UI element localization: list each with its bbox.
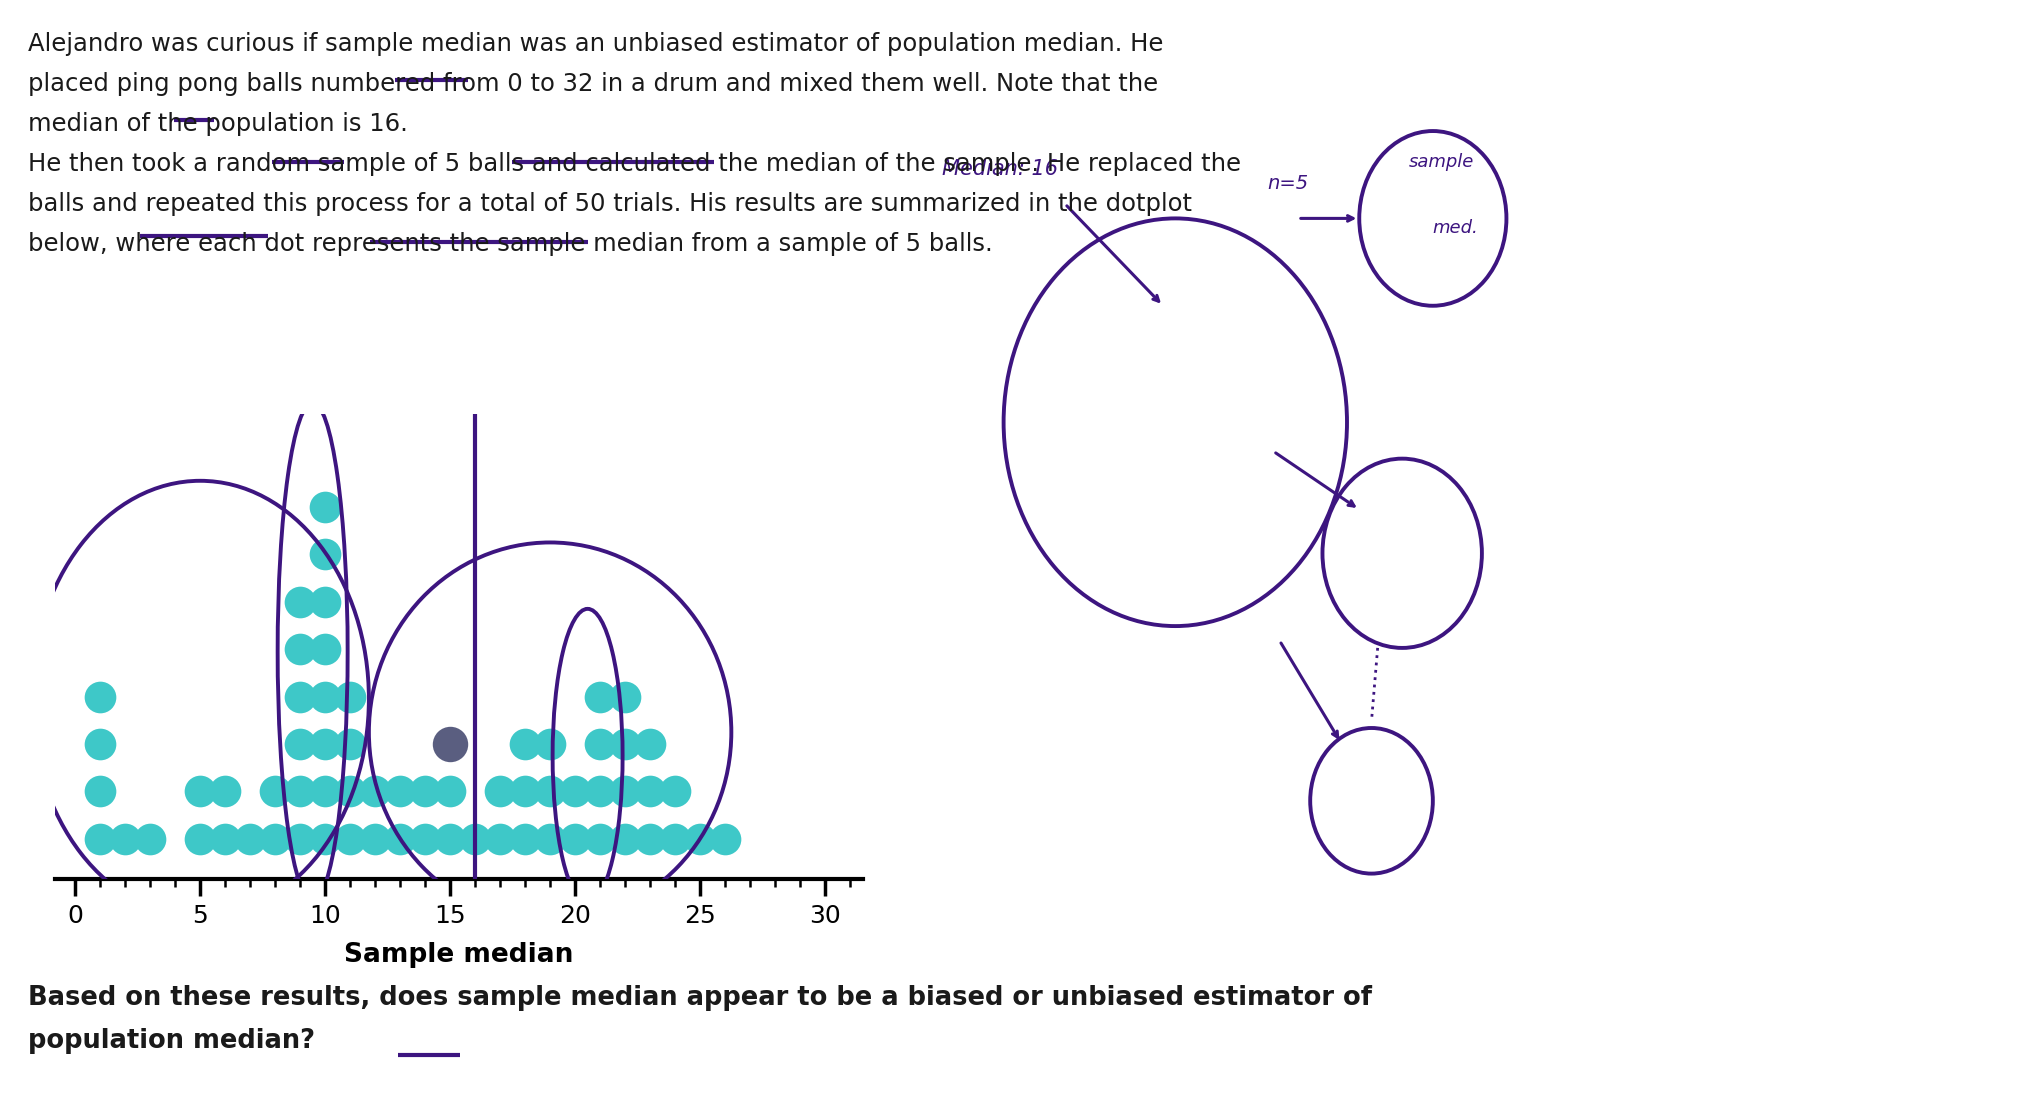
Point bbox=[333, 735, 366, 753]
Point bbox=[433, 783, 466, 801]
Point bbox=[558, 830, 591, 848]
Point bbox=[84, 830, 117, 848]
Point bbox=[585, 783, 617, 801]
Point bbox=[509, 830, 542, 848]
Point bbox=[208, 783, 241, 801]
Point bbox=[284, 783, 317, 801]
Point bbox=[284, 641, 317, 659]
Text: below, where each dot represents the sample median from a sample of 5 balls.: below, where each dot represents the sam… bbox=[29, 232, 993, 256]
Text: He then took a random sample of 5 balls and calculated the median of the sample.: He then took a random sample of 5 balls … bbox=[29, 152, 1241, 176]
Point bbox=[658, 830, 691, 848]
Point bbox=[433, 830, 466, 848]
Point bbox=[658, 783, 691, 801]
Point bbox=[433, 735, 466, 753]
Text: placed ping pong balls numbered from 0 to 32 in a drum and mixed them well. Note: placed ping pong balls numbered from 0 t… bbox=[29, 72, 1159, 96]
Point bbox=[260, 783, 292, 801]
Point bbox=[108, 830, 141, 848]
Text: sample: sample bbox=[1408, 153, 1474, 171]
Text: Alejandro was curious if sample median was an unbiased estimator of population m: Alejandro was curious if sample median w… bbox=[29, 32, 1163, 56]
Point bbox=[609, 688, 642, 706]
Text: Median: 16: Median: 16 bbox=[942, 159, 1059, 179]
Point bbox=[208, 830, 241, 848]
Point bbox=[84, 735, 117, 753]
Point bbox=[333, 830, 366, 848]
Text: Based on these results, does sample median appear to be a biased or unbiased est: Based on these results, does sample medi… bbox=[29, 984, 1372, 1011]
Point bbox=[284, 592, 317, 610]
Point bbox=[233, 830, 266, 848]
Point bbox=[484, 830, 517, 848]
Text: population median?: population median? bbox=[29, 1028, 315, 1054]
Point bbox=[309, 545, 341, 563]
Point bbox=[585, 688, 617, 706]
Point bbox=[284, 830, 317, 848]
Point bbox=[309, 830, 341, 848]
Point bbox=[360, 830, 392, 848]
Point bbox=[333, 688, 366, 706]
Point bbox=[284, 688, 317, 706]
Text: med.: med. bbox=[1433, 220, 1478, 237]
Point bbox=[184, 783, 217, 801]
Point bbox=[309, 641, 341, 659]
Point bbox=[533, 735, 566, 753]
Point bbox=[533, 783, 566, 801]
Point bbox=[634, 735, 666, 753]
Text: n=5: n=5 bbox=[1267, 175, 1308, 194]
Text: balls and repeated this process for a total of 50 trials. His results are summar: balls and repeated this process for a to… bbox=[29, 192, 1192, 216]
Point bbox=[409, 783, 442, 801]
Point bbox=[309, 688, 341, 706]
Point bbox=[433, 735, 466, 753]
Point bbox=[384, 830, 417, 848]
Point bbox=[509, 735, 542, 753]
Point bbox=[484, 783, 517, 801]
Point bbox=[609, 735, 642, 753]
Point bbox=[709, 830, 742, 848]
Point bbox=[260, 830, 292, 848]
Point bbox=[533, 830, 566, 848]
X-axis label: Sample median: Sample median bbox=[343, 942, 574, 968]
Point bbox=[609, 830, 642, 848]
Point bbox=[309, 498, 341, 516]
Point bbox=[84, 688, 117, 706]
Text: median of the population is 16.: median of the population is 16. bbox=[29, 112, 409, 136]
Point bbox=[133, 830, 166, 848]
Point bbox=[585, 830, 617, 848]
Point bbox=[384, 783, 417, 801]
Point bbox=[184, 830, 217, 848]
Point bbox=[685, 830, 717, 848]
Point bbox=[309, 735, 341, 753]
Point bbox=[409, 830, 442, 848]
Point bbox=[585, 735, 617, 753]
Point bbox=[360, 783, 392, 801]
Point bbox=[309, 783, 341, 801]
Point bbox=[509, 783, 542, 801]
Point bbox=[458, 830, 491, 848]
Point bbox=[84, 783, 117, 801]
Point bbox=[609, 783, 642, 801]
Point bbox=[634, 830, 666, 848]
Point bbox=[309, 592, 341, 610]
Point bbox=[634, 783, 666, 801]
Point bbox=[558, 783, 591, 801]
Point bbox=[333, 783, 366, 801]
Point bbox=[284, 735, 317, 753]
